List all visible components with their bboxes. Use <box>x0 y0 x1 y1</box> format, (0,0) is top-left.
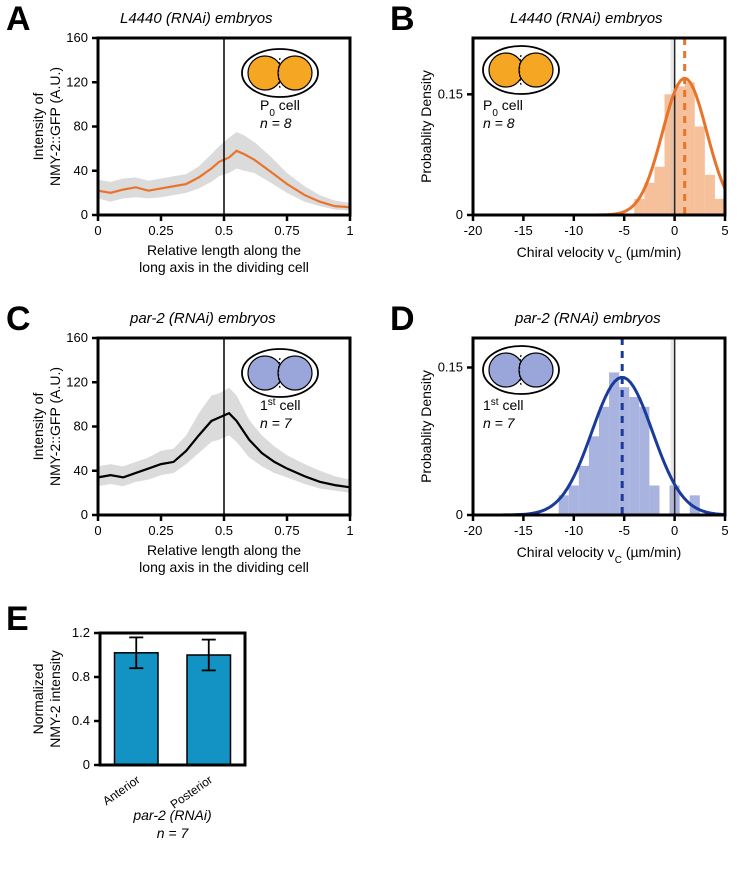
svg-text:n = 8: n = 8 <box>260 115 292 131</box>
svg-text:long axis in the dividing cell: long axis in the dividing cell <box>139 259 309 275</box>
svg-text:n = 8: n = 8 <box>483 115 515 131</box>
svg-text:0: 0 <box>83 757 90 772</box>
svg-text:Normalized: Normalized <box>30 664 46 735</box>
panel-c-title: par-2 (RNAi) embryos <box>130 310 276 327</box>
svg-text:0.5: 0.5 <box>215 523 233 538</box>
panel-letter-a: A <box>6 0 31 39</box>
svg-text:0.25: 0.25 <box>148 223 173 238</box>
svg-text:0.75: 0.75 <box>274 523 299 538</box>
svg-text:1st cell: 1st cell <box>483 397 523 414</box>
svg-text:par-2 (RNAi): par-2 (RNAi) <box>132 807 211 823</box>
svg-text:80: 80 <box>74 119 88 134</box>
panel-d-title: par-2 (RNAi) embryos <box>515 310 661 327</box>
svg-text:160: 160 <box>66 330 88 345</box>
svg-text:0: 0 <box>456 207 463 222</box>
svg-text:120: 120 <box>66 374 88 389</box>
panel-a-title: L4440 (RNAi) embryos <box>120 10 273 27</box>
panel-b-chart: 0 0.15 -20 -15 -10 -5 0 5 Probablity Density Chir… <box>405 30 735 290</box>
svg-text:n = 7: n = 7 <box>157 825 190 841</box>
svg-text:0: 0 <box>81 507 88 522</box>
svg-text:0.15: 0.15 <box>438 360 463 375</box>
svg-text:Anterior: Anterior <box>100 773 142 809</box>
svg-text:-20: -20 <box>464 223 483 238</box>
svg-text:1.2: 1.2 <box>72 625 90 640</box>
panel-a-chart: 0 40 80 120 160 0 0.25 0.5 0.75 1 Intensity ofNMY-… <box>30 30 360 290</box>
svg-text:-20: -20 <box>464 523 483 538</box>
panel-e-chart: Anterior Posterior 0 0.4 0.8 1.2 NormalizedNMY… <box>30 625 330 880</box>
svg-text:-5: -5 <box>618 223 630 238</box>
svg-text:n = 7: n = 7 <box>483 415 516 431</box>
panel-letter-c: C <box>6 300 31 339</box>
svg-text:0.8: 0.8 <box>72 669 90 684</box>
svg-text:NMY-2::GFP (A.U.): NMY-2::GFP (A.U.) <box>47 367 63 486</box>
svg-text:0.15: 0.15 <box>438 86 463 101</box>
panel-letter-e: E <box>6 600 29 639</box>
svg-text:-10: -10 <box>564 523 583 538</box>
svg-text:0.75: 0.75 <box>274 223 299 238</box>
svg-text:Relative length along the: Relative length along the <box>147 242 301 258</box>
svg-text:1st cell: 1st cell <box>260 397 300 414</box>
panel-c-chart: 0 40 80 120 160 0 0.25 0.5 0.75 1 Intensity ofNMY-… <box>30 330 360 590</box>
svg-text:1: 1 <box>346 223 353 238</box>
svg-text:0: 0 <box>94 523 101 538</box>
panel-d-chart: 0 0.15 -20 -15 -10 -5 0 5 Probablity Density Chir… <box>405 330 735 590</box>
svg-text:5: 5 <box>721 523 728 538</box>
svg-text:Probablity Density: Probablity Density <box>418 70 434 183</box>
svg-text:Probablity Density: Probablity Density <box>418 370 434 483</box>
svg-text:-15: -15 <box>514 523 533 538</box>
svg-text:0: 0 <box>671 523 678 538</box>
svg-text:0: 0 <box>94 223 101 238</box>
svg-text:Chiral velocity vC (µm/min): Chiral velocity vC (µm/min) <box>517 544 682 566</box>
svg-text:160: 160 <box>66 30 88 45</box>
svg-text:NMY-2::GFP (A.U.): NMY-2::GFP (A.U.) <box>47 67 63 186</box>
svg-text:0.25: 0.25 <box>148 523 173 538</box>
svg-text:Intensity of: Intensity of <box>30 393 46 461</box>
svg-text:0: 0 <box>81 207 88 222</box>
svg-text:NMY-2 intensity: NMY-2 intensity <box>47 650 63 748</box>
svg-text:0.4: 0.4 <box>72 713 90 728</box>
svg-text:5: 5 <box>721 223 728 238</box>
svg-text:0.5: 0.5 <box>215 223 233 238</box>
svg-text:Posterior: Posterior <box>168 773 215 812</box>
svg-text:-5: -5 <box>618 523 630 538</box>
svg-text:-10: -10 <box>564 223 583 238</box>
svg-text:long axis in the dividing cell: long axis in the dividing cell <box>139 559 309 575</box>
svg-text:0: 0 <box>456 507 463 522</box>
svg-text:0: 0 <box>671 223 678 238</box>
svg-text:Chiral velocity vC (µm/min): Chiral velocity vC (µm/min) <box>517 244 682 266</box>
svg-text:Intensity of: Intensity of <box>30 93 46 161</box>
svg-text:n = 7: n = 7 <box>260 415 293 431</box>
svg-text:Relative length along the: Relative length along the <box>147 542 301 558</box>
svg-text:40: 40 <box>74 463 88 478</box>
svg-text:80: 80 <box>74 419 88 434</box>
panel-b-title: L4440 (RNAi) embryos <box>510 10 663 27</box>
svg-text:1: 1 <box>346 523 353 538</box>
svg-text:120: 120 <box>66 74 88 89</box>
svg-text:-15: -15 <box>514 223 533 238</box>
svg-text:40: 40 <box>74 163 88 178</box>
